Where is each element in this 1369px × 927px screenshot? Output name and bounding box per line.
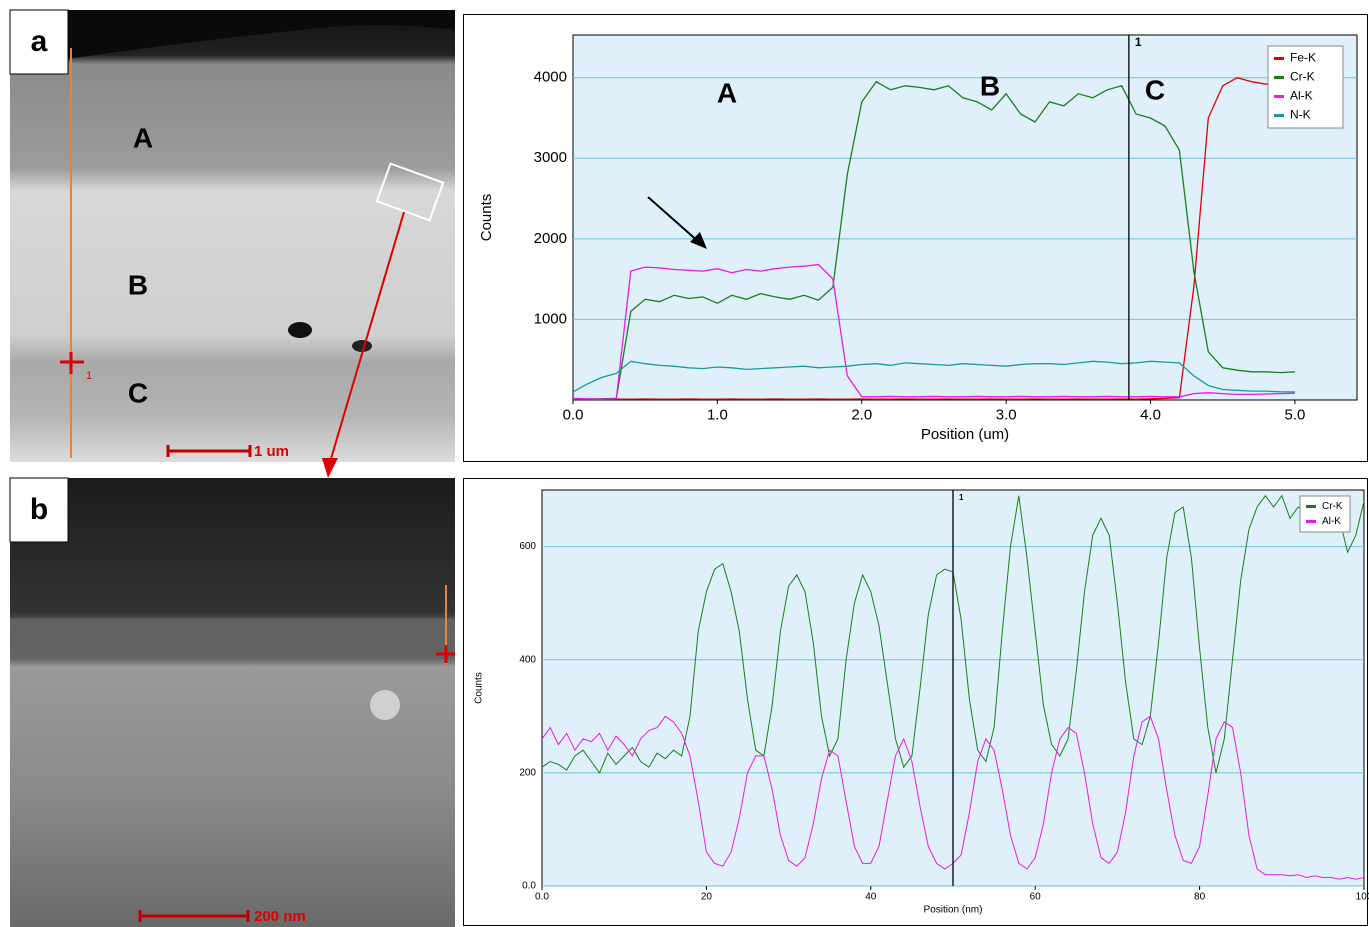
y-tick-label: 600 xyxy=(519,541,536,552)
scale-bar-label: 1 um xyxy=(254,443,289,460)
cursor-label: 1 xyxy=(959,493,964,502)
x-tick-label: 60 xyxy=(1030,892,1042,903)
marker-label: 1 xyxy=(86,370,92,382)
x-tick-label: 0.0 xyxy=(535,892,549,903)
series-line xyxy=(573,80,1295,400)
series-line xyxy=(572,360,1295,393)
x-tick-label: 20 xyxy=(701,892,713,903)
arrow xyxy=(647,196,701,244)
y-tick-label: 400 xyxy=(519,654,536,665)
series-line xyxy=(572,263,1295,400)
legend-label: Al-K xyxy=(1322,516,1341,527)
annotation: C xyxy=(1145,74,1165,105)
y-tick-label: 3000 xyxy=(534,149,567,166)
x-tick-label: 80 xyxy=(1194,892,1206,903)
arrow-head xyxy=(690,232,707,249)
legend-label: Fe-K xyxy=(1290,51,1316,65)
x-tick-label: 3.0 xyxy=(996,406,1017,423)
legend-label: Al-K xyxy=(1290,89,1313,103)
x-axis-label: Position (um) xyxy=(921,426,1009,443)
region-label: A xyxy=(133,122,153,153)
legend-label: N-K xyxy=(1290,108,1311,122)
region-label: B xyxy=(128,269,148,300)
x-tick-label: 4.0 xyxy=(1140,406,1161,423)
x-tick-label: 1.0 xyxy=(707,406,728,423)
region-label: C xyxy=(128,377,148,408)
x-tick-label: 5.0 xyxy=(1284,406,1305,423)
y-tick-label: 1000 xyxy=(534,310,567,327)
annotation: A xyxy=(717,77,737,108)
legend-box xyxy=(1299,495,1351,533)
y-tick-label: 0.0 xyxy=(522,881,536,892)
y-axis-label: Counts xyxy=(478,194,495,242)
x-tick-label: 100 xyxy=(1356,892,1369,903)
legend-label: Cr-K xyxy=(1322,501,1343,512)
y-tick-label: 2000 xyxy=(534,230,567,247)
legend-label: Cr-K xyxy=(1290,70,1315,84)
x-axis-label: Position (nm) xyxy=(924,905,983,916)
micrograph-a xyxy=(9,9,455,478)
x-tick-label: 40 xyxy=(865,892,877,903)
y-tick-label: 4000 xyxy=(534,69,567,86)
micrograph-b xyxy=(9,477,455,927)
annotation: B xyxy=(980,70,1000,101)
x-tick-label: 2.0 xyxy=(851,406,872,423)
panel-label: b xyxy=(30,493,48,526)
x-tick-label: 0.0 xyxy=(563,406,584,423)
scale-bar-label: 200 nm xyxy=(254,908,306,925)
panel-label: a xyxy=(31,25,48,58)
plot-area xyxy=(572,34,1358,401)
cursor-label: 1 xyxy=(1135,35,1142,49)
series-line xyxy=(573,77,1295,400)
y-axis-label: Counts xyxy=(474,672,485,704)
y-tick-label: 200 xyxy=(519,767,536,778)
